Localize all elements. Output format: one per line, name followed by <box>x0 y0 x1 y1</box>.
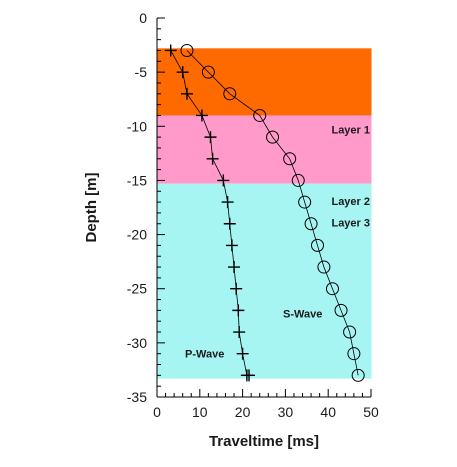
p-wave-point <box>204 131 217 144</box>
y-axis-title: Depth [m] <box>83 173 100 243</box>
x-tick-label: 10 <box>192 404 208 420</box>
s-wave-point <box>325 282 339 296</box>
y-tick-label: -10 <box>127 118 147 134</box>
s-wave-point <box>201 65 215 79</box>
layers-group <box>157 48 372 379</box>
s-wave-point <box>223 87 237 101</box>
s-wave-point <box>317 260 331 274</box>
p-wave-point <box>176 66 189 79</box>
layer-label-2: Layer 2 <box>331 196 370 208</box>
s-wave-line <box>186 50 359 376</box>
p-wave-point <box>180 87 193 100</box>
p-wave-point <box>206 152 219 165</box>
layer-band-3 <box>157 183 372 379</box>
axes-group: 0 -5 -10 -15 -20 -25 -30 -35 0 10 20 30 40 50 <box>127 10 379 420</box>
p-wave-point <box>223 217 236 230</box>
layer-label-3: Layer 3 <box>331 218 370 230</box>
p-wave-point <box>164 44 177 57</box>
p-wave-point <box>225 239 238 252</box>
s-wave-point <box>351 368 365 382</box>
p-wave-point <box>195 109 208 122</box>
p-wave-label: P-Wave <box>185 349 224 361</box>
x-axis-title: Traveltime [ms] <box>209 433 319 450</box>
x-tick-label: 0 <box>153 404 161 420</box>
p-wave-point <box>221 196 234 209</box>
s-wave-point <box>180 43 194 57</box>
layer-band-2 <box>157 115 372 184</box>
s-wave-point <box>334 303 348 317</box>
layer-band-1 <box>157 48 372 116</box>
y-tick-label: -25 <box>127 281 147 297</box>
p-wave-point <box>233 326 246 339</box>
x-tick-label: 40 <box>320 404 336 420</box>
s-wave-point <box>283 152 297 166</box>
y-tick-label: 0 <box>139 10 147 26</box>
labels-group: Layer 1 Layer 2 Layer 3 P-Wave S-Wave <box>185 125 370 361</box>
layer-label-1: Layer 1 <box>331 125 370 137</box>
p-wave-point <box>232 304 245 317</box>
x-tick-label: 30 <box>278 404 294 420</box>
s-wave-label: S-Wave <box>283 309 322 321</box>
s-wave-point <box>304 217 318 231</box>
y-tick-label: -20 <box>127 227 147 243</box>
s-wave-point <box>266 130 280 144</box>
s-wave-point <box>253 108 267 122</box>
x-tick-label: 20 <box>235 404 251 420</box>
p-wave-point <box>236 347 249 360</box>
p-wave-point <box>228 261 241 274</box>
y-tick-label: -35 <box>127 389 147 405</box>
y-tick-label: -30 <box>127 335 147 351</box>
markers-group <box>164 43 365 382</box>
s-wave-point <box>298 195 312 209</box>
s-wave-point <box>343 325 357 339</box>
p-wave-point <box>243 369 256 382</box>
x-tick-label: 50 <box>363 404 379 420</box>
p-wave-point <box>230 282 243 295</box>
p-wave-point <box>217 174 230 187</box>
s-wave-point <box>347 347 361 361</box>
s-wave-point <box>291 173 305 187</box>
s-wave-point <box>311 238 324 252</box>
y-tick-label: -15 <box>127 172 147 188</box>
y-tick-label: -5 <box>135 64 148 80</box>
